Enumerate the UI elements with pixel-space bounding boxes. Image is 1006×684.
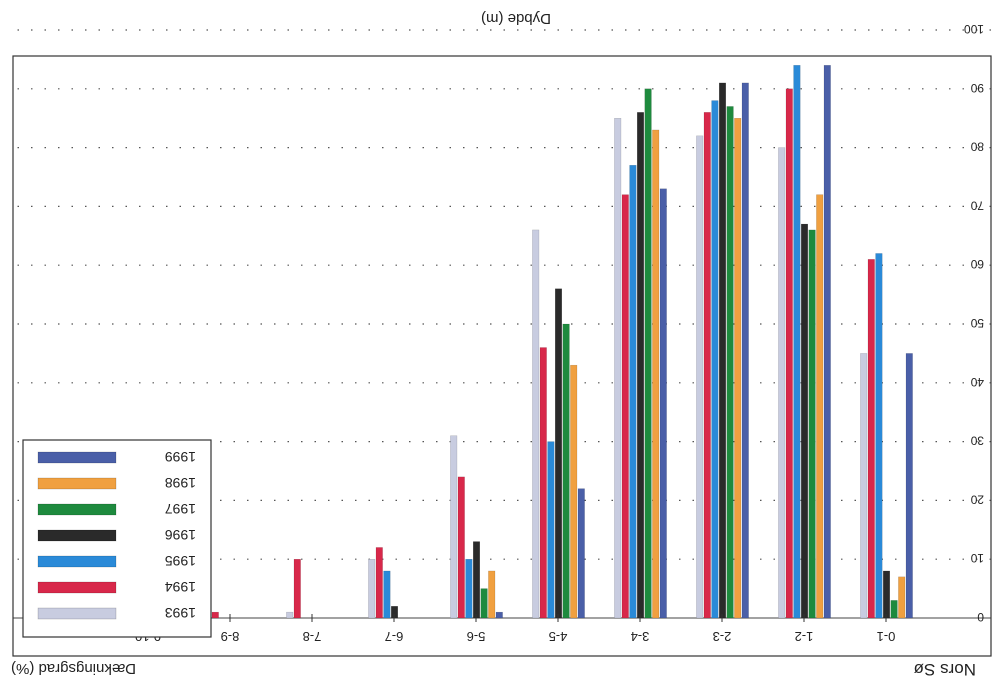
bar-1998-5-6 (488, 570, 496, 619)
y-tick-label: 40 (970, 375, 984, 389)
bars (122, 65, 913, 619)
y-tick-label: 60 (970, 257, 984, 271)
bar-1999-0-1 (905, 353, 913, 619)
bar-1995-1-2 (793, 65, 801, 619)
bar-1996-3-4 (636, 112, 644, 619)
y-axis-label: Dækningsgrad (%) (11, 660, 136, 677)
y-tick-label: 100 (964, 22, 984, 36)
legend-label-1995: 1995 (165, 553, 196, 569)
bar-1995-2-3 (711, 100, 719, 619)
bar-1999-3-4 (659, 188, 667, 619)
x-tick-label: 4-5 (549, 629, 568, 644)
y-tick-label: 0 (977, 610, 984, 624)
legend: 1993 1994 1995 1996 1997 1998 1999 (22, 439, 212, 638)
bar-1993-0-1 (860, 353, 868, 619)
bar-1994-4-5 (539, 347, 547, 619)
bar-1997-4-5 (562, 323, 570, 619)
legend-swatch-1995 (37, 555, 117, 568)
bar-1995-0-1 (875, 253, 883, 619)
legend-swatch-1996 (37, 529, 117, 542)
bar-1998-0-1 (898, 576, 906, 619)
bar-1996-2-3 (718, 82, 726, 619)
bar-1993-5-6 (450, 435, 458, 619)
x-axis-label: Dybde (m) (481, 10, 551, 27)
y-tick-label: 20 (970, 492, 984, 506)
y-tick-labels: 0 10 20 30 40 50 60 70 80 90 100 (964, 22, 984, 624)
y-tick-label: 70 (970, 198, 984, 212)
bar-1997-0-1 (890, 600, 898, 619)
bar-1996-0-1 (883, 570, 891, 619)
bar-1993-1-2 (778, 147, 786, 619)
legend-swatch-1993 (37, 607, 117, 620)
y-tick-label: 30 (970, 434, 984, 448)
x-tick-label: 3-4 (631, 629, 650, 644)
x-tick-label: 6-7 (385, 629, 404, 644)
bar-1995-5-6 (465, 559, 473, 619)
bar-1995-4-5 (547, 441, 555, 619)
bar-1998-1-2 (816, 194, 824, 619)
bar-1994-5-6 (457, 476, 465, 619)
bar-1993-4-5 (532, 229, 540, 619)
bar-1994-3-4 (621, 194, 629, 619)
bar-1996-1-2 (801, 223, 809, 619)
legend-label-1993: 1993 (165, 605, 196, 621)
x-tick-label: 1-2 (795, 629, 814, 644)
chart-title: Nors Sø (914, 660, 976, 679)
legend-label-1997: 1997 (165, 501, 196, 517)
bar-1993-3-4 (614, 118, 622, 619)
y-tick-label: 80 (970, 140, 984, 154)
bar-1995-3-4 (629, 165, 637, 619)
plot-frame (12, 55, 992, 657)
legend-swatch-1998 (37, 477, 117, 490)
bar-1999-5-6 (495, 611, 503, 619)
bar-1998-2-3 (734, 118, 742, 619)
bar-1993-2-3 (696, 135, 704, 619)
bar-1994-1-2 (785, 88, 793, 619)
x-tick-label: 5-6 (467, 629, 486, 644)
legend-swatch-1999 (37, 451, 117, 464)
bar-1999-1-2 (823, 65, 831, 619)
bar-1997-1-2 (808, 229, 816, 619)
legend-swatch-1997 (37, 503, 117, 516)
y-tick-label: 90 (970, 81, 984, 95)
bar-1995-6-7 (383, 570, 391, 619)
bar-1997-2-3 (726, 106, 734, 619)
legend-swatch-1994 (37, 581, 117, 594)
bar-1996-4-5 (554, 288, 562, 619)
bar-1999-2-3 (741, 82, 749, 619)
legend-label-1998: 1998 (165, 475, 196, 491)
bar-1997-3-4 (644, 88, 652, 619)
bar-1998-3-4 (652, 129, 660, 619)
bar-1999-4-5 (577, 488, 585, 619)
bar-1993-6-7 (368, 559, 376, 619)
legend-label-1999: 1999 (165, 449, 196, 465)
x-tick-label: 0-1 (877, 629, 896, 644)
x-tick-label: 2-3 (713, 629, 732, 644)
bar-1994-0-1 (867, 259, 875, 619)
legend-label-1996: 1996 (165, 527, 196, 543)
bar-1994-6-7 (375, 547, 383, 619)
legend-label-1994: 1994 (165, 579, 196, 595)
bar-1994-2-3 (703, 112, 711, 619)
y-tick-label: 10 (970, 551, 984, 565)
bar-1994-8-9 (211, 611, 219, 619)
bar-1996-5-6 (472, 541, 480, 619)
bar-1993-7-8 (286, 611, 294, 619)
x-tick-label: 7-8 (303, 629, 322, 644)
bar-1997-5-6 (480, 588, 488, 619)
bar-1994-7-8 (293, 559, 301, 619)
x-tick-label: 8-9 (221, 629, 240, 644)
bar-1998-4-5 (570, 364, 578, 619)
y-tick-label: 50 (970, 316, 984, 330)
